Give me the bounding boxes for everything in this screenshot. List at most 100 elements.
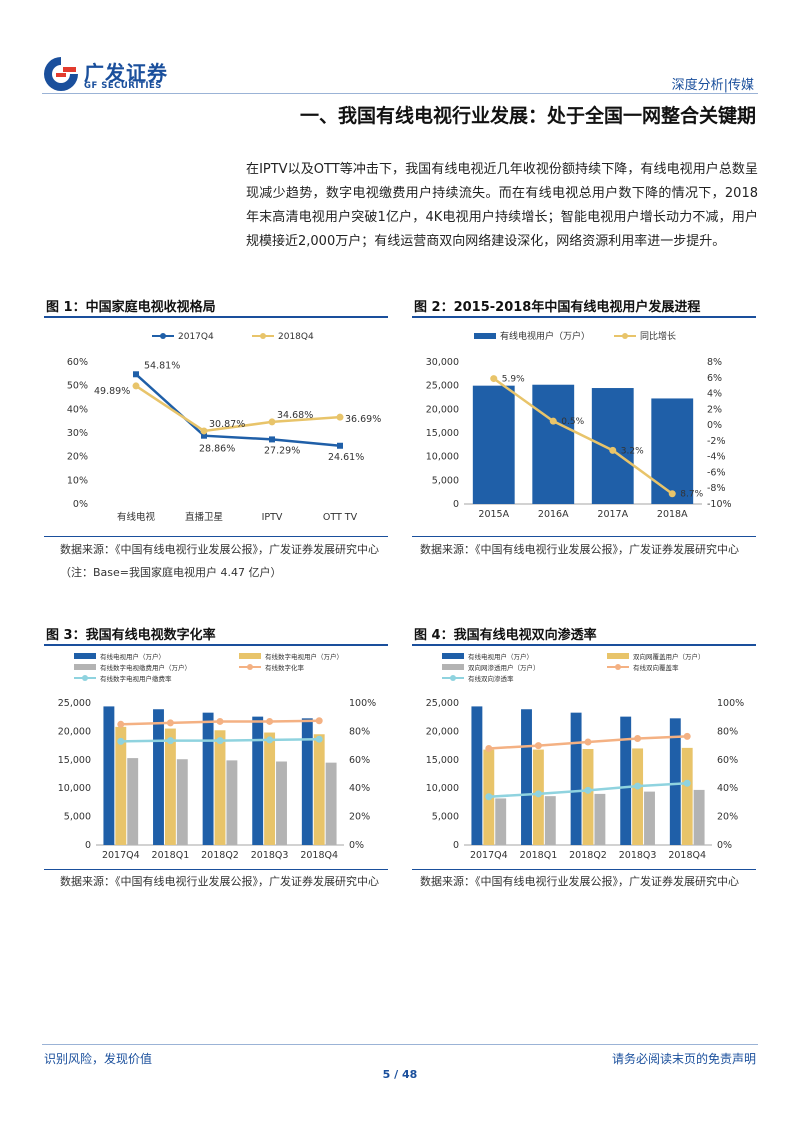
line-point: [117, 720, 125, 728]
figure-2-title: 图 2：2015-2018年中国有线电视用户发展进程: [414, 300, 701, 315]
legend-marker: [622, 333, 628, 339]
company-logo: 广发证券 GF SECURITIES: [42, 55, 182, 95]
header-divider: [42, 93, 758, 94]
x-tick-label: 2016A: [538, 509, 569, 520]
y-right-tick-label: 0%: [717, 840, 732, 851]
bar: [495, 798, 507, 845]
line-point: [634, 782, 642, 790]
footer-disclaimer: 请务必阅读末页的免责声明: [611, 1052, 756, 1066]
y-right-tick-label: -10%: [707, 499, 732, 510]
data-label: 49.89%: [94, 386, 130, 397]
line-point: [683, 779, 691, 787]
y-tick-label: 10,000: [426, 452, 459, 463]
bar: [591, 388, 634, 504]
bar: [264, 732, 276, 845]
bar: [570, 712, 582, 845]
y-right-tick-label: -2%: [707, 436, 726, 447]
bar: [276, 761, 287, 845]
line-point: [534, 790, 542, 798]
data-label: 27.29%: [264, 445, 300, 456]
bar: [544, 796, 556, 845]
figure-4-top-rule: [412, 644, 756, 646]
x-tick-label: 2018Q1: [152, 850, 190, 861]
legend-bar-swatch: [239, 653, 261, 659]
y-tick-label: 20%: [67, 452, 88, 463]
data-label: 54.81%: [144, 360, 180, 371]
legend-marker: [82, 675, 88, 681]
x-tick-label: 2018Q4: [668, 850, 706, 861]
y-tick-label: 10,000: [58, 783, 91, 794]
bar: [681, 747, 693, 845]
data-label: 34.68%: [277, 410, 313, 421]
y-right-tick-label: 40%: [717, 783, 738, 794]
bar: [226, 760, 238, 845]
legend-label: 双向网渗透用户（万户）: [468, 663, 540, 672]
line-point: [201, 432, 207, 439]
legend-label: 有线数字电视用户（万户）: [265, 652, 343, 661]
x-tick-label: 2017Q4: [102, 850, 140, 861]
section-title: 一、我国有线电视行业发展：处于全国一网整合关键期: [299, 105, 756, 127]
bar: [325, 762, 337, 845]
figure-1-source: 数据来源：《中国有线电视行业发展公报》，广发证券发展研究中心（注：Base=我国…: [60, 543, 379, 579]
data-label: 36.69%: [345, 414, 381, 425]
document-type: 深度分析|传媒: [671, 78, 754, 93]
logo-text-cn: 广发证券: [84, 61, 168, 85]
legend-label: 有线电视用户（万户）: [468, 652, 533, 661]
line-point: [609, 446, 617, 454]
logo-text-en: GF SECURITIES: [84, 81, 162, 91]
legend-label: 有线数字电视用户缴费率: [100, 674, 172, 683]
figure-1-chart: 2017Q4 2018Q4 0% 10% 20% 30% 40% 50% 60% 54.81% 28…: [67, 332, 381, 523]
series-line: [135, 384, 341, 433]
legend-marker: [615, 664, 621, 670]
bar: [472, 385, 515, 504]
line-point: [549, 417, 557, 425]
x-tick-label: 2017A: [597, 509, 628, 520]
y-right-tick-label: 6%: [707, 373, 722, 384]
line-point: [668, 490, 676, 498]
x-tick-label: 2018Q1: [520, 850, 558, 861]
footer-divider: [42, 1044, 758, 1045]
legend-label: 有线电视用户（万户）: [100, 652, 165, 661]
y-tick-label: 40%: [67, 404, 88, 415]
y-tick-label: 10,000: [426, 783, 459, 794]
y-right-tick-label: 60%: [717, 755, 738, 766]
series-line: [135, 373, 341, 448]
bar: [252, 716, 264, 845]
legend-bar-swatch: [607, 653, 629, 659]
bar: [693, 789, 705, 845]
y-tick-label: 30,000: [426, 357, 459, 368]
bar: [521, 709, 532, 845]
series-line: [493, 377, 673, 495]
y-tick-label: 25,000: [58, 698, 91, 709]
x-tick-label: 2018Q3: [251, 850, 289, 861]
bar: [651, 398, 694, 504]
bar: [115, 726, 127, 845]
y-right-tick-label: 0%: [707, 420, 722, 431]
line-point: [166, 719, 174, 727]
x-tick-label: 有线电视: [117, 511, 156, 523]
y-tick-label: 20,000: [58, 726, 91, 737]
y-tick-label: 20,000: [426, 726, 459, 737]
bar: [532, 384, 575, 504]
figure-4-source: 数据来源：《中国有线电视行业发展公报》，广发证券发展研究中心: [420, 875, 739, 888]
legend-bar-swatch: [74, 653, 96, 659]
line-point: [200, 427, 208, 435]
data-label: 30.87%: [209, 419, 245, 430]
bar: [313, 734, 325, 845]
y-tick-label: 15,000: [58, 755, 91, 766]
bar: [202, 712, 214, 845]
legend-marker: [160, 333, 166, 339]
y-tick-label: 15,000: [426, 428, 459, 439]
legend-bar-swatch: [442, 653, 464, 659]
y-tick-label: 0: [453, 840, 459, 851]
line-point: [485, 793, 493, 801]
line-point: [485, 744, 493, 752]
line-point: [315, 735, 323, 743]
line-point: [268, 418, 276, 426]
y-right-tick-label: -8%: [707, 483, 726, 494]
line-point: [117, 737, 125, 745]
bar: [644, 791, 655, 845]
line-point: [216, 737, 224, 745]
legend-label: 有线双向渗透率: [468, 674, 514, 683]
line-point: [315, 717, 323, 725]
